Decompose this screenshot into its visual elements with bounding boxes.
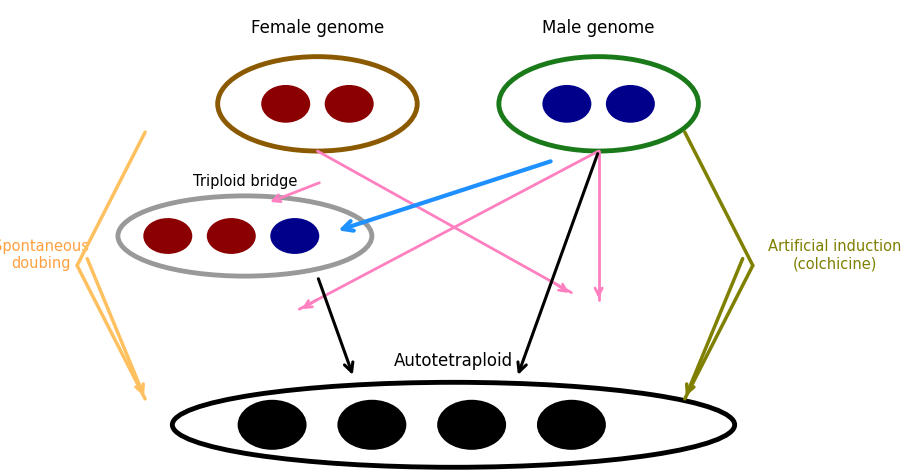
Ellipse shape [437,400,506,450]
Ellipse shape [337,400,406,450]
Ellipse shape [499,57,698,151]
Ellipse shape [238,400,307,450]
Text: Triploid bridge: Triploid bridge [192,174,297,189]
Ellipse shape [207,218,256,254]
Ellipse shape [261,85,310,123]
Text: Artificial induction
(colchicine): Artificial induction (colchicine) [767,239,902,271]
Text: Autotetraploid: Autotetraploid [394,352,513,370]
Ellipse shape [606,85,655,123]
Text: Spontaneous
doubing: Spontaneous doubing [0,239,89,271]
Ellipse shape [118,196,372,276]
Ellipse shape [270,218,319,254]
Ellipse shape [537,400,606,450]
Ellipse shape [143,218,192,254]
Ellipse shape [325,85,374,123]
Text: Male genome: Male genome [542,19,655,37]
Text: Female genome: Female genome [251,19,384,37]
Ellipse shape [218,57,417,151]
Ellipse shape [542,85,591,123]
Ellipse shape [172,382,735,467]
